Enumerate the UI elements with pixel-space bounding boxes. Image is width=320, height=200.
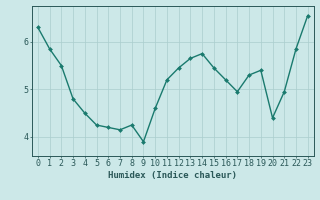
- X-axis label: Humidex (Indice chaleur): Humidex (Indice chaleur): [108, 171, 237, 180]
